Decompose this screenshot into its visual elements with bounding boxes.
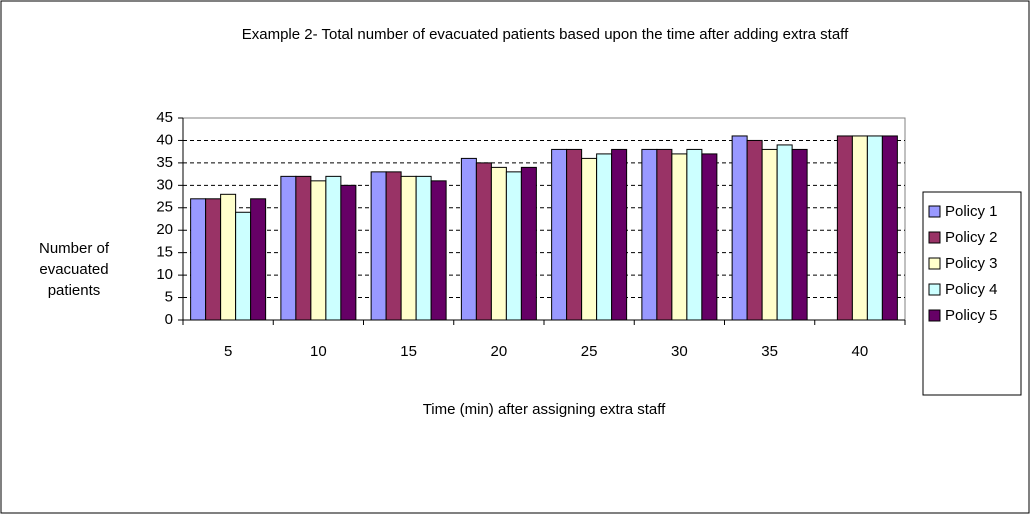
chart-title: Example 2- Total number of evacuated pat…: [241, 26, 849, 43]
bar: [415, 175, 432, 321]
bar: [581, 157, 598, 321]
bar: [596, 153, 613, 321]
y-tick-label: 40: [156, 131, 173, 148]
x-axis-label: Time (min) after assigning extra staff: [423, 401, 666, 418]
legend-swatch: [928, 205, 941, 218]
bar: [280, 175, 297, 321]
bar: [220, 193, 237, 321]
bar: [340, 184, 357, 321]
bar: [370, 171, 387, 321]
legend-label: Policy 4: [945, 281, 998, 298]
bar: [731, 135, 748, 321]
bar: [190, 198, 207, 321]
legend-swatch: [928, 231, 941, 244]
legend-label: Policy 2: [945, 229, 998, 246]
bar: [490, 166, 507, 321]
bar: [310, 180, 327, 321]
legend-swatch: [928, 283, 941, 296]
bar: [656, 148, 673, 321]
bar: [566, 148, 583, 321]
legend-label: Policy 1: [945, 203, 998, 220]
bar: [746, 139, 763, 321]
y-axis-label: Number of evacuated patients: [38, 240, 110, 299]
bar: [250, 198, 267, 321]
bar: [235, 211, 252, 321]
bar: [881, 135, 898, 321]
bar: [505, 171, 522, 321]
bar: [776, 144, 793, 321]
legend-swatch: [928, 309, 941, 322]
bar: [400, 175, 417, 321]
legend-label: Policy 5: [945, 307, 998, 324]
bar: [325, 175, 342, 321]
bar: [641, 148, 658, 321]
bar: [385, 171, 402, 321]
y-tick-label: 20: [156, 221, 173, 238]
x-tick-label: 20: [491, 343, 508, 360]
y-tick-label: 0: [165, 311, 173, 328]
y-tick-label: 5: [165, 289, 173, 306]
legend-swatch: [928, 257, 941, 270]
x-tick-label: 15: [400, 343, 417, 360]
x-tick-label: 35: [761, 343, 778, 360]
y-tick-label: 15: [156, 244, 173, 261]
bar: [430, 180, 447, 321]
bar: [520, 166, 537, 321]
bar: [551, 148, 568, 321]
bar: [205, 198, 222, 321]
bar: [460, 157, 477, 321]
x-tick-label: 30: [671, 343, 688, 360]
x-tick-label: 40: [852, 343, 869, 360]
x-tick-label: 25: [581, 343, 598, 360]
bar: [611, 148, 628, 321]
bar: [671, 153, 688, 321]
x-tick-label: 5: [224, 343, 232, 360]
x-tick-label: 10: [310, 343, 327, 360]
bar: [686, 148, 703, 321]
bar: [791, 148, 808, 321]
bar: [866, 135, 883, 321]
bar: [836, 135, 853, 321]
y-tick-label: 30: [156, 176, 173, 193]
y-tick-label: 10: [156, 266, 173, 283]
bar: [701, 153, 718, 321]
y-tick-label: 25: [156, 199, 173, 216]
bar: [761, 148, 778, 321]
bar: [851, 135, 868, 321]
y-tick-label: 35: [156, 154, 173, 171]
y-tick-label: 45: [156, 109, 173, 126]
legend-label: Policy 3: [945, 255, 998, 272]
bar: [475, 162, 492, 321]
bar: [295, 175, 312, 321]
